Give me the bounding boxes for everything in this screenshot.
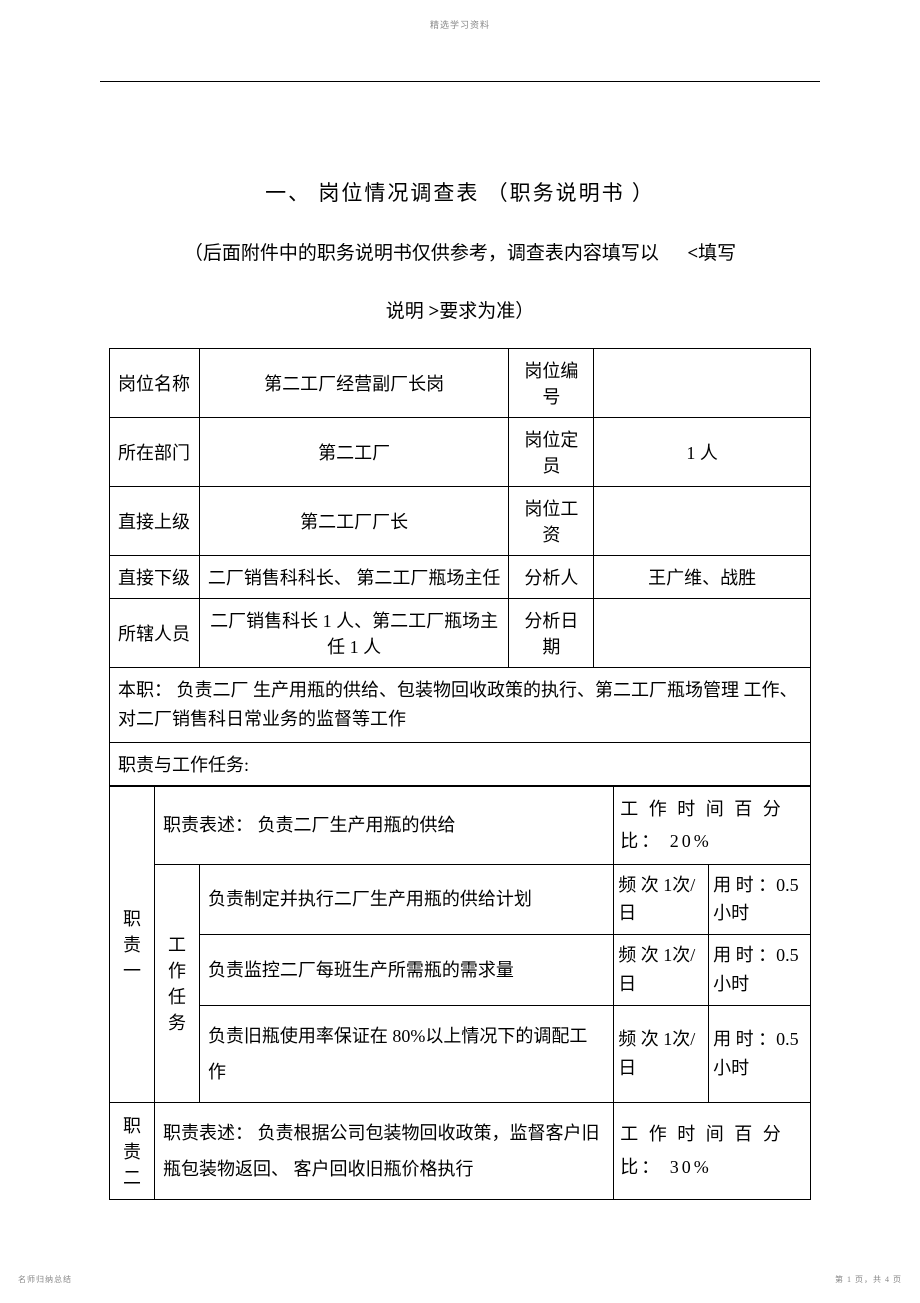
duty-two-percent-cell: 工 作 时 间 百 分比： 30%: [614, 1102, 811, 1199]
duty-two-percent: 30%: [662, 1157, 712, 1177]
main-duty-label: 本职：: [118, 680, 172, 700]
table-row: 职责一 职责表述： 负责二厂生产用瓶的供给 工 作 时 间 百 分比： 20%: [110, 786, 811, 864]
duty-two-desc-cell: 职责表述： 负责根据公司包装物回收政策，监督客户旧瓶包装物返回、 客户回收旧瓶价…: [154, 1102, 613, 1199]
footer-left-text: 名师归纳总结: [18, 1274, 72, 1285]
task-label: 工作任务: [154, 864, 199, 1102]
task-3-text: 负责旧瓶使用率保证在 80%以上情况下的调配工作: [199, 1005, 613, 1102]
task-3-time: 用 时 ：0.5 小时: [709, 1005, 811, 1102]
duties-table: 职责一 职责表述： 负责二厂生产用瓶的供给 工 作 时 间 百 分比： 20% …: [109, 786, 811, 1200]
duty-desc-label: 职责表述：: [163, 1123, 253, 1143]
subtitle-line2: 说明 >要求为准）: [0, 296, 920, 323]
title-number: 一、: [265, 181, 311, 205]
table-row: 工作任务 负责制定并执行二厂生产用瓶的供给计划 频 次 1次/ 日 用 时 ：0…: [110, 864, 811, 935]
value-headcount: 1 人: [594, 418, 811, 487]
top-horizontal-rule: [100, 81, 820, 82]
task-2-text: 负责监控二厂每班生产所需瓶的需求量: [199, 935, 613, 1006]
duty-one-percent: 20%: [662, 831, 712, 851]
label-staff: 所辖人员: [110, 599, 200, 668]
duty-one-label: 职责一: [110, 786, 155, 1102]
label-department: 所在部门: [110, 418, 200, 487]
value-supervisor: 第二工厂厂长: [199, 487, 509, 556]
value-position-name: 第二工厂经营副厂长岗: [199, 349, 509, 418]
label-analysis-date: 分析日期: [509, 599, 594, 668]
duty-two-label: 职责二: [110, 1102, 155, 1199]
main-duty-text: 负责二厂 生产用瓶的供给、包装物回收政策的执行、第二工厂瓶场管理 工作、对二厂销…: [118, 680, 798, 729]
value-position-id: [594, 349, 811, 418]
table-row-main-duty: 本职： 负责二厂 生产用瓶的供给、包装物回收政策的执行、第二工厂瓶场管理 工作、…: [110, 668, 811, 743]
label-subordinate: 直接下级: [110, 556, 200, 599]
task-1-text: 负责制定并执行二厂生产用瓶的供给计划: [199, 864, 613, 935]
table-row: 所辖人员 二厂销售科长 1 人、第二工厂瓶场主任 1 人 分析日期: [110, 599, 811, 668]
top-watermark: 精选学习资料: [0, 0, 920, 31]
label-analyst: 分析人: [509, 556, 594, 599]
title-paren: （职务说明书 ）: [487, 181, 655, 205]
subtitle-line1: （后面附件中的职务说明书仅供参考，调查表内容填写以 <填写: [0, 237, 920, 271]
document-title: 一、 岗位情况调查表 （职务说明书 ）: [0, 177, 920, 207]
table-row: 负责监控二厂每班生产所需瓶的需求量 频 次 1次/ 日 用 时 ：0.5 小时: [110, 935, 811, 1006]
value-analyst: 王广维、战胜: [594, 556, 811, 599]
table-row-section-header: 职责与工作任务:: [110, 742, 811, 785]
label-supervisor: 直接上级: [110, 487, 200, 556]
label-headcount: 岗位定员: [509, 418, 594, 487]
table-row: 直接下级 二厂销售科科长、 第二工厂瓶场主任 分析人 王广维、战胜: [110, 556, 811, 599]
label-position-id: 岗位编号: [509, 349, 594, 418]
label-salary: 岗位工资: [509, 487, 594, 556]
subtitle-text-a: （后面附件中的职务说明书仅供参考，调查表内容填写以: [184, 243, 659, 264]
job-info-table: 岗位名称 第二工厂经营副厂长岗 岗位编号 所在部门 第二工厂 岗位定员 1 人 …: [109, 348, 811, 786]
table-row: 岗位名称 第二工厂经营副厂长岗 岗位编号: [110, 349, 811, 418]
table-row: 直接上级 第二工厂厂长 岗位工资: [110, 487, 811, 556]
table-row: 职责二 职责表述： 负责根据公司包装物回收政策，监督客户旧瓶包装物返回、 客户回…: [110, 1102, 811, 1199]
subtitle-line2-c: 要求为准）: [439, 301, 534, 322]
table-row: 所在部门 第二工厂 岗位定员 1 人: [110, 418, 811, 487]
duty-one-percent-cell: 工 作 时 间 百 分比： 20%: [614, 786, 811, 864]
value-analysis-date: [594, 599, 811, 668]
subtitle-bracket-open: <: [687, 243, 698, 264]
value-subordinate: 二厂销售科科长、 第二工厂瓶场主任: [199, 556, 509, 599]
duty-desc-label: 职责表述：: [163, 815, 253, 835]
duty-one-desc-cell: 职责表述： 负责二厂生产用瓶的供给: [154, 786, 613, 864]
footer-right-text: 第 1 页，共 4 页: [835, 1274, 902, 1285]
subtitle-text-c: 填写: [698, 243, 736, 264]
value-staff: 二厂销售科长 1 人、第二工厂瓶场主任 1 人: [199, 599, 509, 668]
task-3-freq: 频 次 1次/ 日: [614, 1005, 709, 1102]
duty-one-desc: 负责二厂生产用瓶的供给: [253, 815, 456, 835]
task-1-freq: 频 次 1次/ 日: [614, 864, 709, 935]
label-position-name: 岗位名称: [110, 349, 200, 418]
main-duty-cell: 本职： 负责二厂 生产用瓶的供给、包装物回收政策的执行、第二工厂瓶场管理 工作、…: [110, 668, 811, 743]
title-main: 岗位情况调查表: [318, 181, 479, 205]
subtitle-bracket-close: >: [428, 301, 439, 322]
task-2-time: 用 时 ：0.5 小时: [709, 935, 811, 1006]
table-row: 负责旧瓶使用率保证在 80%以上情况下的调配工作 频 次 1次/ 日 用 时 ：…: [110, 1005, 811, 1102]
task-2-freq: 频 次 1次/ 日: [614, 935, 709, 1006]
subtitle-line2-a: 说明: [386, 301, 429, 322]
value-salary: [594, 487, 811, 556]
value-department: 第二工厂: [199, 418, 509, 487]
task-1-time: 用 时 ：0.5 小时: [709, 864, 811, 935]
section-header: 职责与工作任务:: [110, 742, 811, 785]
